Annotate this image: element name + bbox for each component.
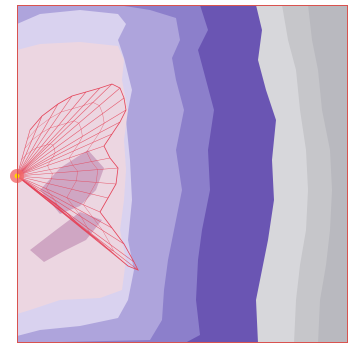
flow-ray	[16, 121, 121, 177]
flow-ray	[16, 157, 111, 177]
flow-ray	[16, 175, 101, 213]
flow-ray	[16, 129, 31, 177]
flow-shadow	[30, 150, 104, 262]
flow-ray	[16, 145, 105, 177]
flow-ray	[16, 95, 73, 177]
flow-ray	[16, 87, 101, 177]
flow-ray	[16, 97, 125, 177]
flow-ray	[16, 115, 43, 177]
flow-ray	[16, 91, 87, 177]
flow-ray	[16, 175, 117, 185]
flow-ray	[16, 83, 113, 177]
flow-ray	[16, 175, 109, 199]
flow-ray	[16, 109, 127, 177]
flow-ray	[16, 87, 121, 177]
flow-outline	[29, 83, 139, 271]
flow-fan	[16, 83, 139, 271]
flow-ray	[16, 167, 119, 177]
flow-ray	[16, 133, 113, 177]
flow-ray	[16, 175, 125, 245]
flow-ray	[16, 175, 113, 229]
flow-ray	[16, 103, 59, 177]
flow-mesh-line	[24, 120, 91, 233]
flow-mesh-line	[21, 143, 60, 210]
plot-frame	[17, 5, 348, 343]
